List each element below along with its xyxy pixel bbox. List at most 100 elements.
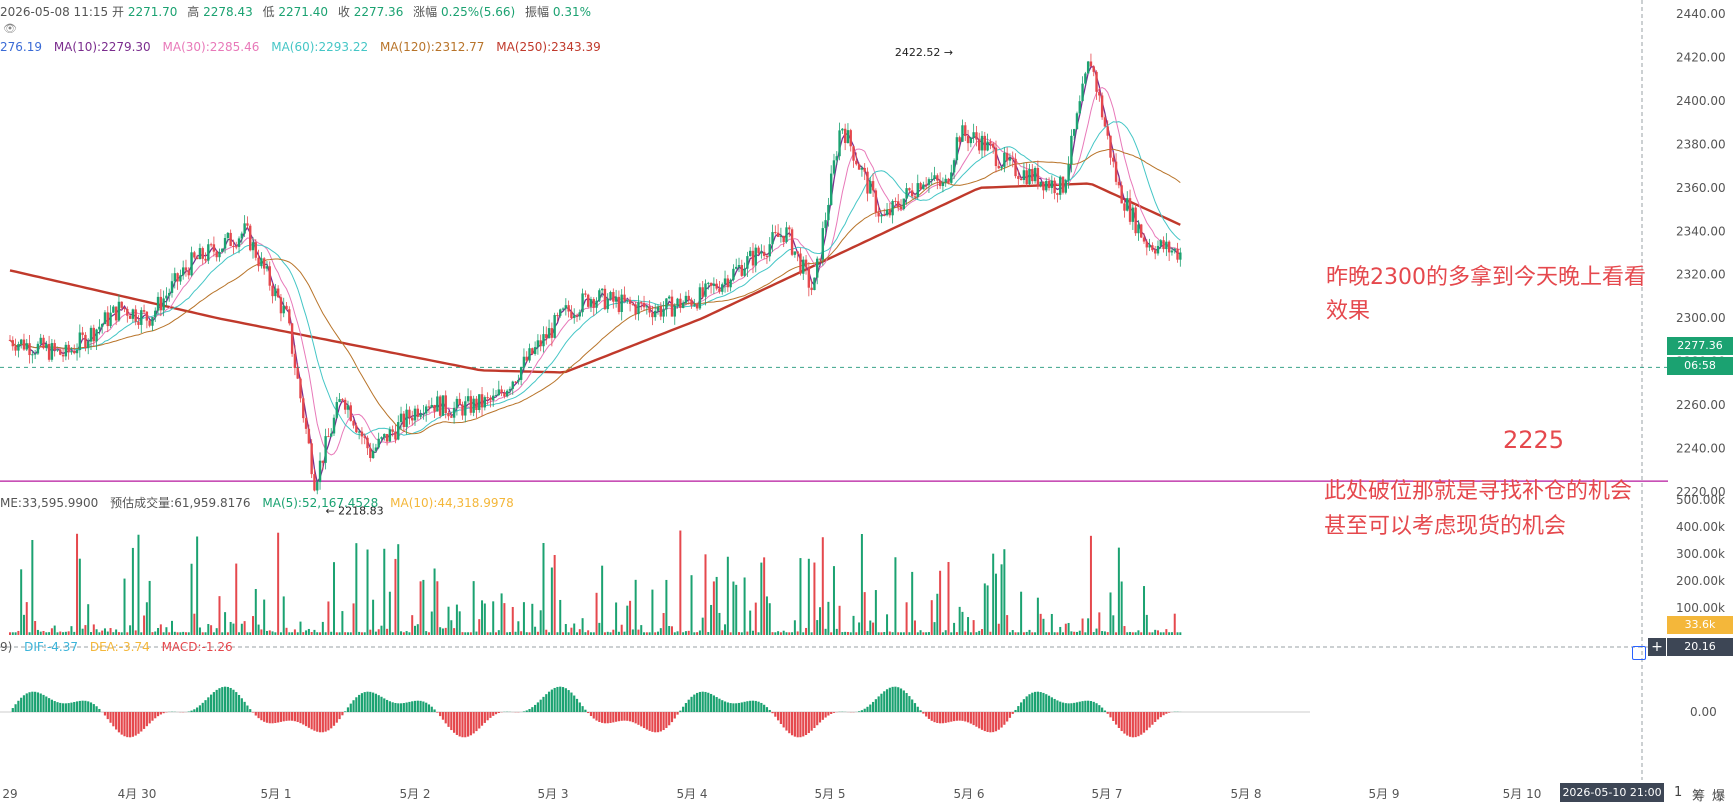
- time-tick-label: 5月 5: [814, 787, 845, 801]
- macd-bar: [1025, 696, 1028, 712]
- last-price-tag: 2277.36: [1667, 337, 1733, 355]
- candle-body: [1173, 248, 1176, 251]
- macd-bar: [304, 712, 308, 727]
- macd-bar: [779, 712, 783, 724]
- candle-body: [659, 306, 663, 317]
- candle-body: [299, 378, 302, 399]
- volume-bar: [1048, 632, 1051, 635]
- macd-bar: [193, 709, 196, 712]
- candle-body: [78, 332, 82, 351]
- candle-body: [1011, 157, 1014, 159]
- volume-bar: [813, 562, 816, 635]
- candle-body: [746, 256, 749, 269]
- macd-bar: [120, 712, 123, 735]
- volume-bar: [573, 623, 576, 635]
- volume-bar: [1159, 632, 1162, 635]
- macd-bar: [796, 712, 799, 738]
- macd-bar: [528, 709, 531, 712]
- volume-bar: [673, 632, 676, 635]
- macd-bar: [372, 692, 375, 712]
- volume-bar: [120, 632, 123, 635]
- volume-bar: [724, 624, 727, 635]
- plus-icon[interactable]: +: [1648, 638, 1666, 656]
- candle-body: [1033, 167, 1037, 182]
- macd-bar: [1075, 702, 1079, 712]
- candle-body: [235, 246, 238, 248]
- macd-bar: [103, 712, 107, 716]
- volume-bar: [478, 619, 481, 635]
- candle-body: [402, 413, 406, 428]
- volume-bar: [908, 632, 911, 635]
- volume-bar: [615, 602, 618, 635]
- macd-bar: [145, 712, 148, 727]
- volume-bar: [115, 629, 118, 635]
- macd-bar: [723, 701, 727, 712]
- macd-bar: [1014, 709, 1017, 712]
- frame-icon[interactable]: [1632, 646, 1646, 660]
- macd-bar: [148, 712, 151, 724]
- ma5-legend: 276.19: [0, 40, 42, 54]
- volume-bar: [363, 632, 366, 635]
- candle-body: [374, 447, 378, 451]
- candle-body: [564, 305, 568, 309]
- candle-body: [11, 340, 14, 347]
- volume-bar: [634, 579, 637, 635]
- visibility-eye-icon[interactable]: 👁: [3, 22, 17, 35]
- volume-bar: [955, 632, 958, 635]
- candle-body: [768, 244, 771, 257]
- macd-bar: [1120, 712, 1123, 732]
- volume-bar: [453, 628, 456, 635]
- candle-body: [648, 306, 651, 313]
- candle-body: [385, 433, 389, 442]
- candle-body: [586, 294, 590, 307]
- macd-bar: [609, 712, 612, 723]
- volume-bar: [455, 604, 458, 635]
- axes: 2440.00 2420.00 2400.00 2380.00 2360.00 2340.…: [2, 7, 1725, 801]
- macd-bar: [299, 712, 302, 724]
- candle-body: [422, 413, 425, 415]
- candle-body: [829, 173, 833, 205]
- macd-bar: [98, 708, 101, 712]
- macd-bar: [34, 691, 37, 712]
- candle-body: [391, 429, 394, 432]
- volume-bar: [651, 589, 654, 635]
- macd-bar: [383, 698, 386, 712]
- candle-body: [1028, 169, 1031, 185]
- volume-bar: [92, 624, 95, 635]
- macd-dea: DEA:-3.74: [89, 640, 150, 654]
- candle-body: [570, 311, 573, 318]
- candle-body: [42, 337, 45, 349]
- chips-label[interactable]: 筹: [1692, 789, 1706, 804]
- volume-bar: [210, 625, 213, 635]
- volume-bar: [852, 615, 855, 635]
- candle-body: [919, 183, 922, 190]
- volume-bar: [900, 632, 903, 635]
- macd-bar: [634, 712, 637, 724]
- candle-body: [550, 328, 554, 338]
- volume-bar: [958, 606, 961, 635]
- volume-bar: [738, 632, 741, 635]
- candle-body: [184, 267, 188, 271]
- candle-body: [628, 299, 632, 304]
- macd-bar: [721, 700, 724, 712]
- candle-body: [810, 287, 813, 291]
- candle-body: [207, 244, 210, 261]
- macd-bar: [207, 697, 210, 712]
- liquidation-label[interactable]: 爆: [1712, 789, 1726, 804]
- macd-bar: [126, 712, 129, 738]
- volume-bar: [978, 630, 981, 635]
- macd-bar: [1106, 712, 1109, 714]
- volume-bar: [941, 632, 944, 635]
- macd-bar: [162, 712, 165, 714]
- volume-bar: [528, 632, 531, 635]
- volume-bar: [1011, 630, 1014, 635]
- price-tick-label: 2400.00: [1676, 94, 1726, 108]
- volume-bar: [1056, 632, 1059, 635]
- macd-bar: [989, 712, 992, 733]
- candle-body: [888, 209, 892, 216]
- volume-bar: [1109, 592, 1112, 635]
- datetime-label: 2026-05-08 11:15: [0, 5, 109, 19]
- volume-bar: [645, 632, 648, 635]
- macd-bar: [50, 699, 53, 712]
